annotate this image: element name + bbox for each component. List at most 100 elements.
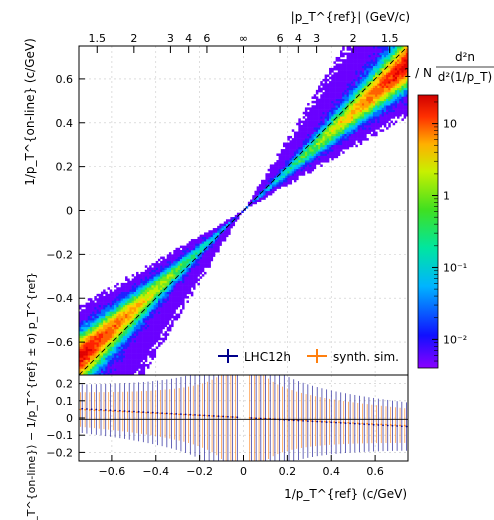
- heatmap-cell: [140, 276, 143, 279]
- heatmap-cell: [313, 94, 317, 97]
- heatmap-cell: [357, 72, 361, 75]
- heatmap-cell: [131, 296, 135, 299]
- heatmap-cell: [390, 78, 393, 82]
- heatmap-cell: [114, 342, 117, 345]
- heatmap-cell: [289, 173, 293, 176]
- heatmap-cell: [111, 366, 115, 369]
- heatmap-cell: [322, 140, 325, 143]
- heatmap-cell: [348, 48, 352, 51]
- heatmap-cell: [188, 280, 192, 284]
- heatmap-cell: [311, 162, 314, 165]
- heatmap-cell: [282, 151, 286, 154]
- heatmap-cell: [388, 87, 391, 91]
- heatmap-cell: [83, 309, 86, 312]
- ratio-mean-point: [154, 412, 157, 415]
- heatmap-cell: [340, 83, 343, 86]
- heatmap-cell: [318, 100, 321, 104]
- heatmap-cell: [136, 298, 139, 301]
- heatmap-cell: [342, 129, 345, 132]
- heatmap-cell: [375, 92, 378, 95]
- heatmap-cell: [96, 342, 100, 345]
- heatmap-cell: [329, 113, 332, 117]
- heatmap-cell: [140, 304, 143, 308]
- heatmap-cell: [366, 85, 369, 88]
- heatmap-cell: [195, 256, 198, 260]
- heatmap-cell: [140, 289, 143, 292]
- heatmap-cell: [144, 282, 148, 286]
- heatmap-cell: [79, 331, 82, 334]
- heatmap-cell: [309, 146, 312, 150]
- heatmap-cell: [89, 313, 93, 317]
- heatmap-cell: [361, 109, 365, 113]
- heatmap-cell: [403, 116, 407, 119]
- heatmap-cell: [206, 260, 209, 264]
- heatmap-cell: [322, 78, 325, 82]
- heatmap-cell: [267, 188, 271, 192]
- heatmap-cell: [331, 83, 334, 86]
- ratio-mean-point: [356, 422, 359, 425]
- heatmap-cell: [142, 346, 146, 349]
- heatmap-cell: [390, 50, 393, 53]
- heatmap-cell: [278, 179, 282, 183]
- heatmap-cell: [201, 252, 205, 255]
- heatmap-cell: [186, 271, 189, 275]
- heatmap-cell: [357, 111, 361, 115]
- heatmap-cell: [83, 364, 86, 367]
- heatmap-cell: [331, 96, 334, 99]
- heatmap-cell: [127, 315, 130, 319]
- top-tick-label: 4: [185, 32, 192, 45]
- heatmap-cell: [300, 120, 304, 124]
- heatmap-cell: [324, 135, 328, 139]
- heatmap-cell: [98, 324, 102, 328]
- heatmap-cell: [94, 304, 97, 308]
- heatmap-cell: [353, 142, 356, 145]
- heatmap-cell: [125, 276, 128, 279]
- heatmap-cell: [403, 105, 407, 108]
- heatmap-cell: [111, 315, 115, 319]
- heatmap-cell: [85, 357, 89, 360]
- heatmap-cell: [405, 111, 408, 115]
- heatmap-cell: [138, 293, 141, 297]
- heatmap-cell: [127, 322, 130, 325]
- heatmap-cell: [399, 94, 402, 97]
- heatmap-cell: [142, 328, 146, 332]
- heatmap-cell: [350, 122, 354, 126]
- heatmap-cell: [359, 70, 363, 73]
- heatmap-cell: [263, 186, 266, 189]
- heatmap-cell: [212, 252, 216, 255]
- heatmap-cell: [162, 278, 165, 281]
- heatmap-cell: [313, 127, 317, 130]
- heatmap-cell: [79, 350, 82, 354]
- heatmap-cell: [326, 140, 330, 143]
- heatmap-cell: [219, 230, 222, 233]
- heatmap-cell: [164, 313, 168, 317]
- heatmap-cell: [103, 359, 106, 363]
- heatmap-cell: [348, 65, 352, 69]
- heatmap-cell: [397, 89, 400, 93]
- heatmap-cell: [140, 368, 143, 371]
- heatmap-cell: [258, 199, 262, 203]
- ratio-mean-point: [353, 422, 356, 425]
- heatmap-cell: [103, 350, 106, 354]
- heatmap-cell: [160, 302, 163, 306]
- heatmap-cell: [94, 361, 97, 365]
- heatmap-cell: [342, 83, 345, 86]
- heatmap-cell: [320, 142, 323, 145]
- heatmap-cell: [146, 353, 150, 356]
- heatmap-cell: [107, 296, 111, 299]
- heatmap-cell: [87, 337, 91, 341]
- heatmap-cell: [136, 335, 139, 339]
- heatmap-cell: [318, 160, 321, 163]
- heatmap-cell: [350, 83, 354, 86]
- heatmap-cell: [296, 171, 299, 174]
- heatmap-cell: [265, 179, 268, 183]
- heatmap-cell: [370, 113, 374, 117]
- heatmap-cell: [186, 278, 189, 281]
- heatmap-cell: [337, 113, 341, 117]
- heatmap-cell: [370, 74, 374, 78]
- heatmap-cell: [179, 252, 183, 255]
- heatmap-cell: [79, 364, 82, 367]
- heatmap-cell: [81, 364, 84, 367]
- heatmap-cell: [383, 107, 387, 110]
- heatmap-cell: [210, 247, 214, 251]
